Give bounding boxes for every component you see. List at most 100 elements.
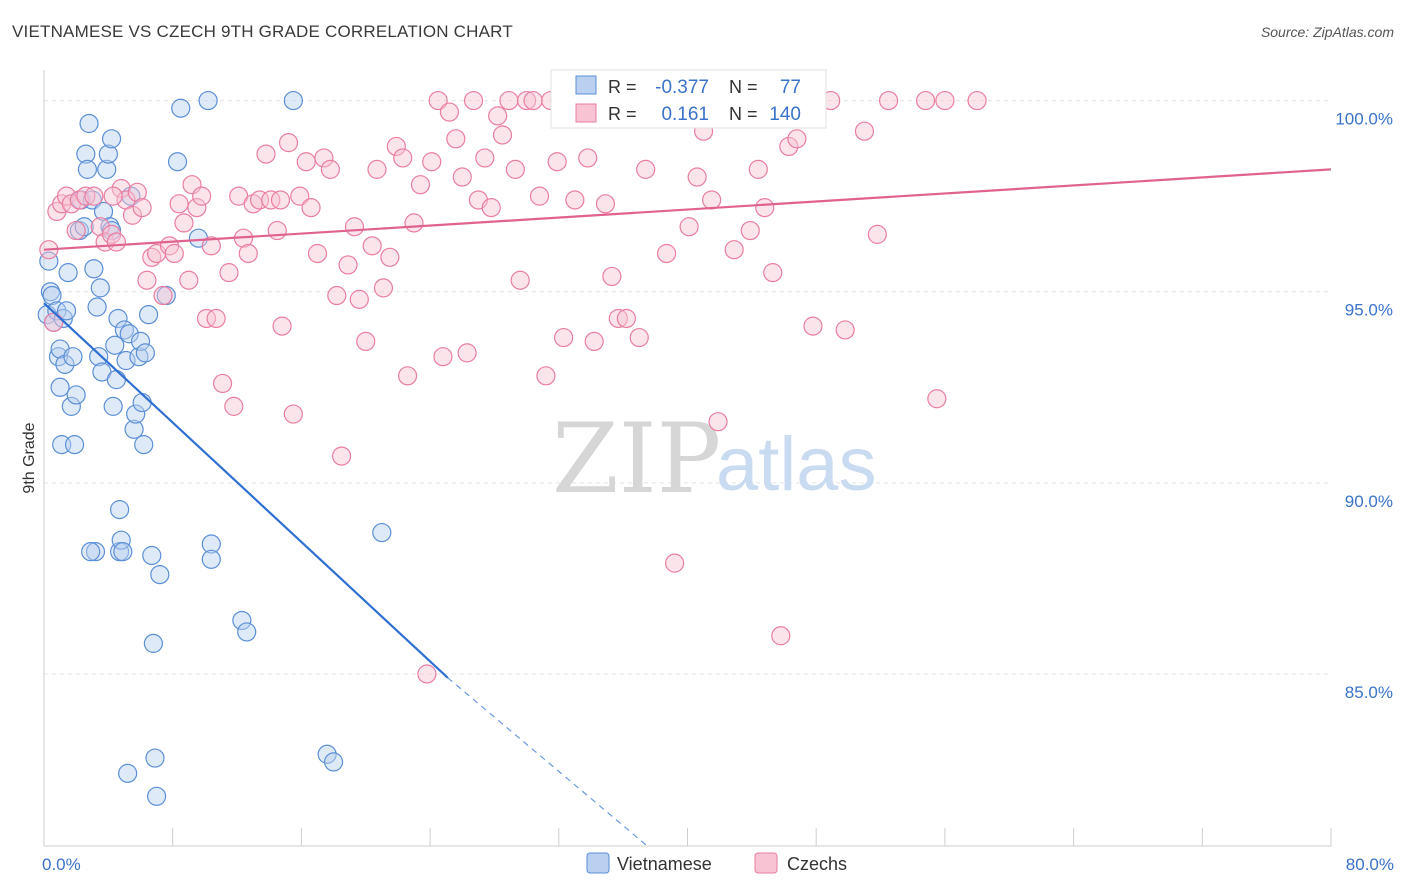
chart-title: VIETNAMESE VS CZECH 9TH GRADE CORRELATIO… <box>12 22 513 41</box>
czech-point-32 <box>201 236 221 256</box>
vietnamese-point-49 <box>124 419 144 439</box>
stats-swatch-vietnamese <box>575 75 597 95</box>
vietnamese-point-67 <box>201 534 221 554</box>
stats-n-value-vietnamese: 77 <box>780 77 801 98</box>
czech-point-83 <box>499 90 519 111</box>
czech-point-129 <box>835 320 855 340</box>
czech-point-67 <box>404 213 424 233</box>
czech-point-54 <box>327 285 347 306</box>
vietnamese-point-61 <box>150 564 170 585</box>
vietnamese-point-60 <box>147 786 167 806</box>
czech-point-14 <box>111 178 131 199</box>
vietnamese-point-36 <box>103 396 123 416</box>
czech-point-76 <box>457 343 477 363</box>
czech-point-125 <box>787 129 807 149</box>
vietnamese-point-56 <box>138 305 159 325</box>
czech-point-31 <box>196 308 217 329</box>
czech-point-89 <box>536 366 556 386</box>
czech-point-87 <box>523 90 543 111</box>
vietnamese-point-71 <box>283 90 303 111</box>
stats-box-frame <box>550 69 827 129</box>
vietnamese-point-22 <box>77 159 98 179</box>
vietnamese-point-53 <box>132 392 152 413</box>
czech-point-135 <box>935 90 955 111</box>
czech-point-104 <box>629 327 649 348</box>
czech-point-17 <box>127 182 147 202</box>
czech-point-84 <box>505 159 525 179</box>
czech-point-9 <box>84 186 104 206</box>
czech-point-41 <box>249 190 270 210</box>
vietnamese-point-38 <box>106 370 126 390</box>
czech-points <box>39 90 987 684</box>
vietnamese-point-3 <box>42 285 62 306</box>
czech-point-47 <box>283 404 303 424</box>
czech-point-65 <box>393 148 413 168</box>
y-tick-label-85: 85.0% <box>1345 683 1393 702</box>
y-tick-label-95: 95.0% <box>1345 301 1393 320</box>
czech-point-105 <box>636 159 656 179</box>
vietnamese-point-43 <box>113 542 133 562</box>
czech-point-16 <box>122 205 143 225</box>
czech-point-44 <box>267 220 287 241</box>
czech-point-39 <box>238 243 258 264</box>
czech-point-79 <box>475 148 495 168</box>
vietnamese-point-12 <box>56 301 77 321</box>
czech-point-77 <box>463 90 484 111</box>
czech-point-124 <box>779 136 799 157</box>
vietnamese-point-23 <box>79 113 99 134</box>
czech-point-114 <box>702 190 722 210</box>
czech-point-96 <box>578 148 598 168</box>
czech-point-46 <box>278 133 299 153</box>
stats-r-value-czechs: 0.161 <box>661 104 709 125</box>
axes <box>43 70 1332 847</box>
czech-point-97 <box>584 331 604 352</box>
vietnamese-point-46 <box>118 763 138 783</box>
czech-point-121 <box>755 198 775 218</box>
vietnamese-point-66 <box>198 90 218 111</box>
czech-point-70 <box>422 152 442 172</box>
czech-point-102 <box>616 308 636 329</box>
czech-point-6 <box>66 220 86 241</box>
watermark-atlas: atlas <box>716 422 877 507</box>
czech-point-71 <box>428 90 448 111</box>
czech-point-62 <box>373 278 394 298</box>
vietnamese-point-58 <box>143 633 163 653</box>
legend: Vietnamese Czechs <box>586 852 847 874</box>
vietnamese-point-17 <box>66 385 86 405</box>
vietnamese-point-25 <box>84 259 104 279</box>
vietnamese-point-27 <box>87 297 107 317</box>
vietnamese-point-35 <box>101 129 122 149</box>
czech-point-137 <box>103 186 123 206</box>
czech-point-75 <box>452 167 472 187</box>
vietnamese-point-28 <box>89 347 109 367</box>
czech-point-13 <box>106 232 126 252</box>
stats-box: R = -0.377 N = 77 R = 0.161 N = 140 <box>550 69 827 129</box>
vietnamese-point-33 <box>98 144 118 164</box>
czech-point-22 <box>153 285 173 306</box>
vietnamese-point-69 <box>232 610 252 631</box>
czech-point-60 <box>362 236 382 256</box>
czech-point-36 <box>224 396 244 416</box>
czech-point-69 <box>417 664 437 684</box>
czech-point-91 <box>547 152 567 172</box>
czech-point-18 <box>132 198 152 218</box>
y-tick-label-100: 100.0% <box>1335 110 1393 129</box>
czech-point-136 <box>967 90 987 111</box>
czech-point-52 <box>314 148 334 168</box>
x-tick-label-min: 0.0% <box>42 855 81 874</box>
vietnamese-point-73 <box>323 752 344 772</box>
vietnamese-point-57 <box>142 545 162 566</box>
czech-point-8 <box>76 186 96 206</box>
czech-point-24 <box>164 243 184 264</box>
czech-point-51 <box>307 243 328 264</box>
vietnamese-point-14 <box>61 396 81 416</box>
vietnamese-point-68 <box>201 549 221 569</box>
vietnamese-point-11 <box>55 354 75 374</box>
trend-lines <box>43 168 1332 847</box>
vietnamese-point-40 <box>110 500 130 520</box>
x-tick-label-max: 80.0% <box>1346 855 1394 874</box>
czech-point-132 <box>878 90 899 111</box>
vietnamese-point-59 <box>145 748 165 768</box>
czech-point-117 <box>724 240 744 260</box>
